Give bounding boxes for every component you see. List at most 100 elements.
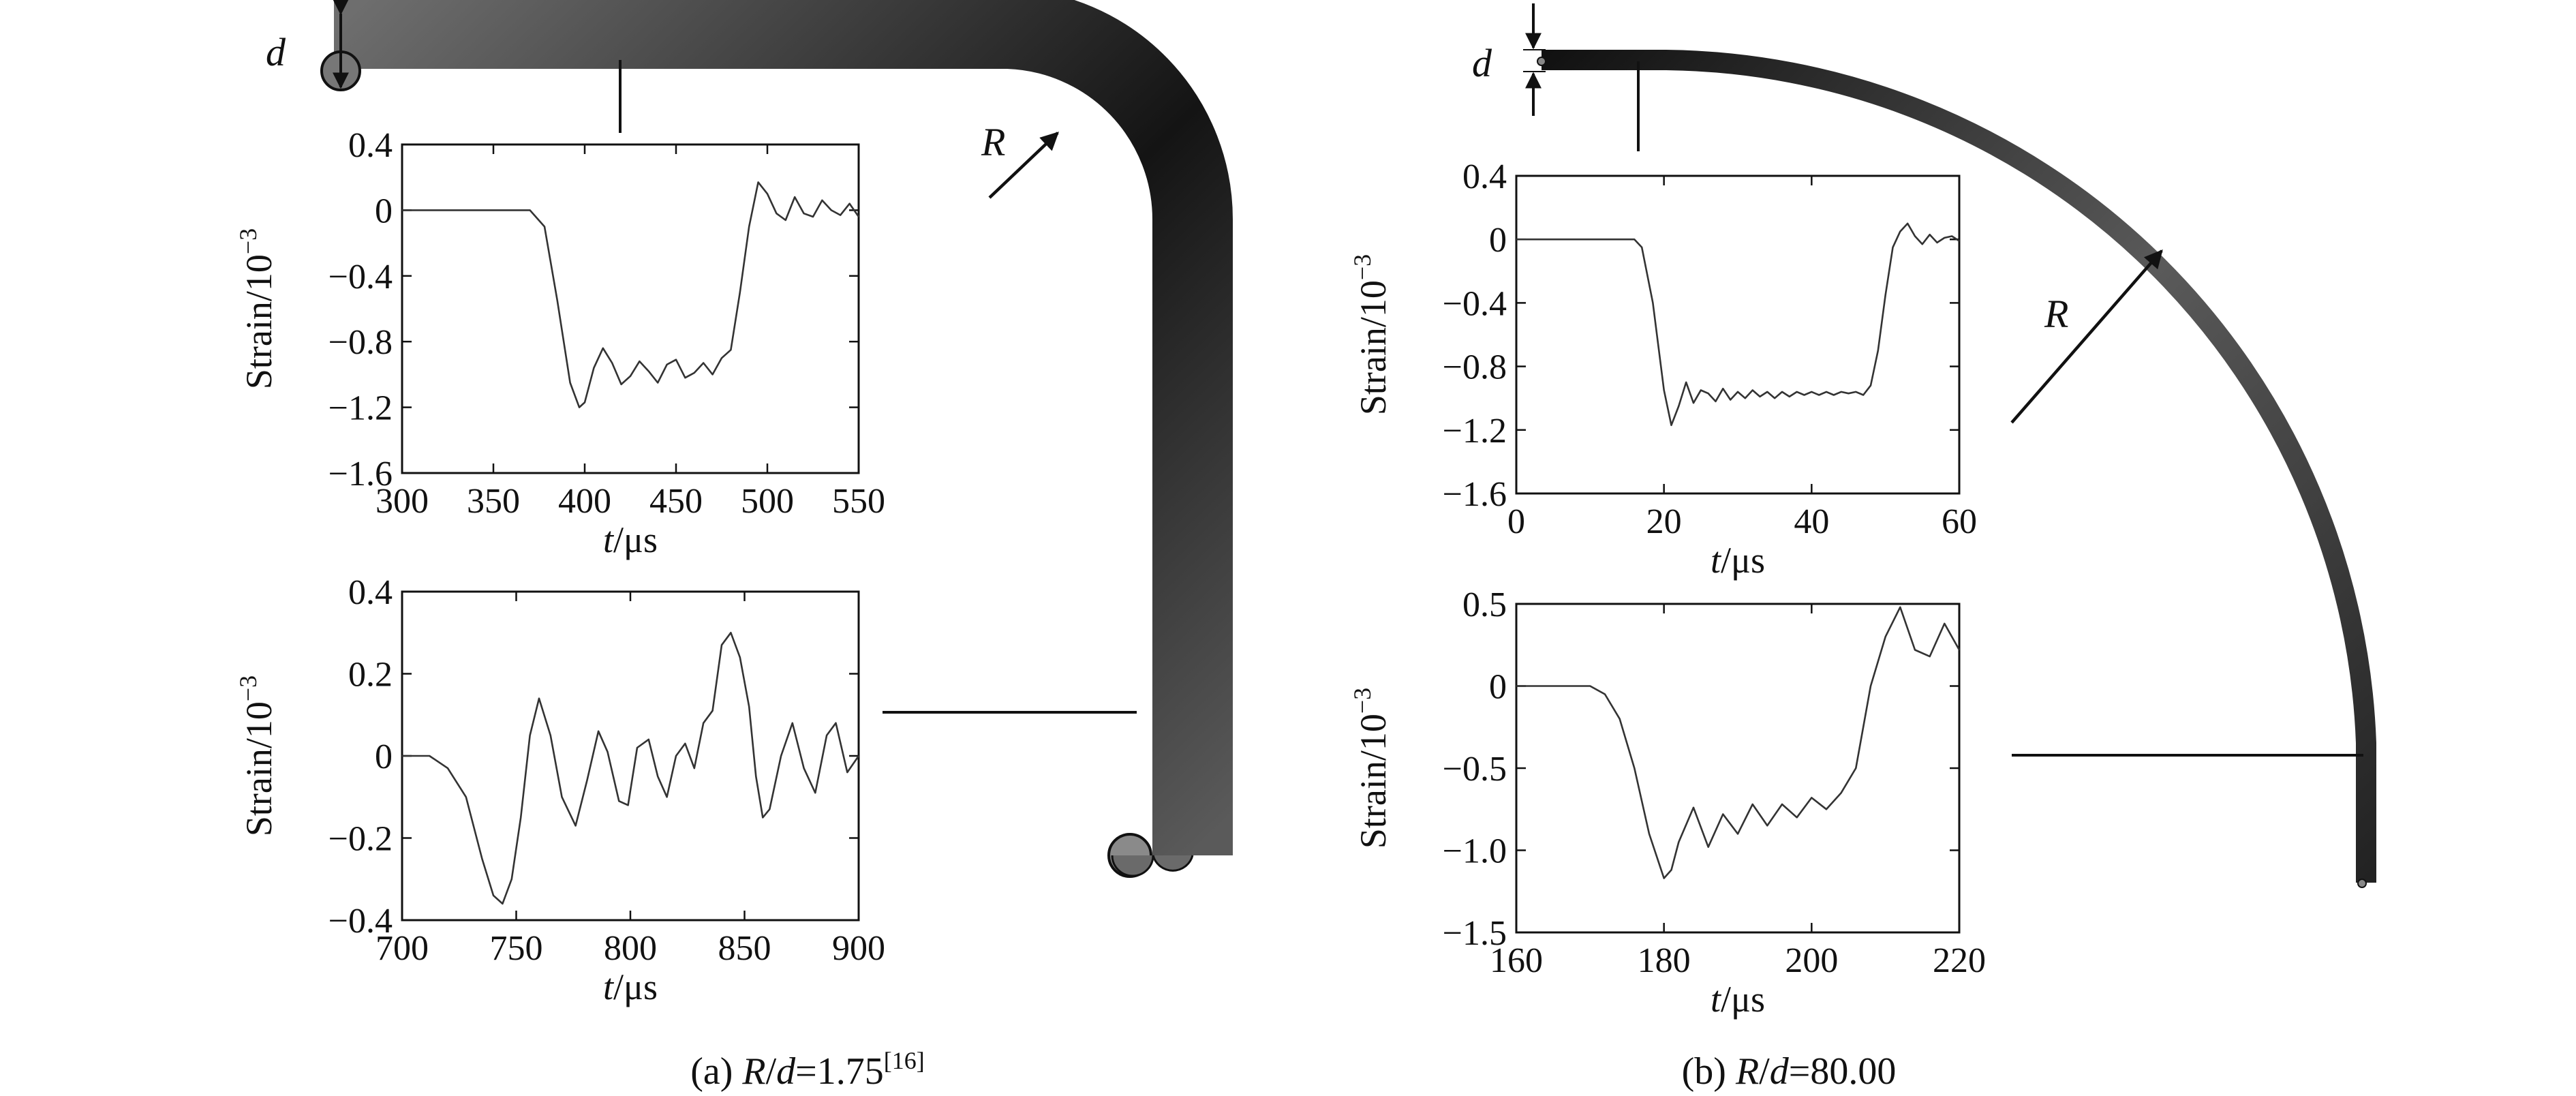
data-point [1929,234,1931,235]
y-tick-label: 0 [375,737,393,776]
x-tick-label: 220 [1933,941,1986,980]
y-tick-label: −0.2 [328,820,393,859]
data-point [666,364,668,365]
x-tick-label: 750 [490,929,543,968]
data-point [721,357,722,359]
data-point [712,710,714,712]
x-axis-label: t/μs [603,966,658,1007]
pipe-a: d R [266,0,1233,878]
y-tick-label: 0 [1489,668,1507,707]
data-point [1907,223,1908,224]
data-point [849,203,850,204]
y-tick-label: −1.0 [1443,832,1507,871]
y-axis-label-sup: −3 [1349,254,1376,280]
data-point [1781,391,1783,393]
data-point [792,722,793,724]
x-axis-label: t/μs [1711,540,1765,581]
data-point [1877,350,1879,351]
data-point [1766,391,1768,393]
data-point [607,751,609,752]
r-label-b: R [2044,292,2068,336]
d-label-a: d [266,30,286,74]
x-axis-label-var: t [603,519,615,560]
x-axis-label-var: t [1711,540,1722,581]
data-point [803,767,805,769]
data-point [544,226,545,228]
data-point [739,656,741,658]
data-point [1663,389,1665,391]
y-tick-label: 0 [1489,221,1507,260]
x-axis-label: t/μs [1711,979,1765,1020]
y-tick-label: 0.4 [348,126,393,165]
data-point [1619,718,1621,720]
x-tick-label: 160 [1490,941,1543,980]
plot-frame [1515,603,1961,934]
data-point [1944,237,1945,239]
x-axis-label-unit: /μs [613,966,658,1007]
data-point [575,825,577,826]
data-point [703,722,704,724]
data-point [835,722,837,724]
x-tick-label: 350 [467,482,520,521]
y-tick-label: −0.8 [1443,348,1507,387]
data-point [1796,817,1798,818]
data-point [1663,877,1665,879]
y-tick-label: 0.4 [1462,157,1507,196]
y-axis-label-text: Strain/10 [1353,280,1394,415]
x-tick-label: 0 [1507,502,1525,541]
data-point [675,359,677,361]
data-point [684,743,686,744]
r-arrow-b [2010,249,2163,424]
y-tick-label: 0 [375,192,393,230]
y-tick-label: −1.5 [1443,914,1507,953]
x-tick-label: 800 [604,929,657,968]
y-axis-label-text: Strain/10 [1353,714,1394,849]
data-point [1870,385,1871,386]
data-point [1811,391,1812,393]
y-axis-label: Strain/10−3 [1349,254,1394,415]
data-point [1899,231,1901,232]
data-point [1737,391,1738,393]
data-point [769,808,770,810]
data-point [1752,389,1753,391]
data-point [429,755,430,757]
y-tick-label: −0.4 [328,258,393,296]
data-point [401,209,403,211]
x-tick-label: 60 [1942,502,1977,541]
data-point [502,903,504,904]
data-point [675,755,677,757]
y-axis-label-sup: −3 [234,675,262,701]
plot-frame [1515,174,1961,495]
y-axis-label: Strain/10−3 [234,228,279,389]
data-point [447,767,448,769]
x-tick-label: 200 [1785,941,1838,980]
r-label-a: R [981,120,1005,164]
pipe-a-end-cap [1111,855,1194,877]
data-point [1811,797,1812,798]
y-axis-label-sup: −3 [234,228,262,254]
data-point [1700,389,1702,391]
strain-series-line [1516,606,1961,879]
x-tick-label: 700 [375,929,429,968]
chart-b-bottom: 160 180 200 220 0.5 0 −0.5 −1.0 −1.5 t/μs Strain/1… [1349,585,1986,1020]
chart-a-top: 300 350 400 450 500 550 0.4 0 −0.4 −0.8 −1.2 −1.6 t/… [234,126,885,560]
data-point [812,216,814,217]
plot-frame [401,590,860,922]
plot-frame [401,143,860,474]
pipe-b: d R [1472,3,2376,888]
x-tick-label: 300 [375,482,429,521]
x-axis-label: t/μs [603,519,658,560]
data-point [1847,393,1850,394]
x-tick-label: 20 [1646,502,1682,541]
y-tick-label: −1.2 [1443,412,1507,451]
pipe-b-end-circle-top [1537,57,1546,66]
y-tick-label: −0.5 [1443,750,1507,789]
y-axis-label-sup: −3 [1349,688,1376,714]
r-arrow-a [988,132,1059,199]
x-axis-label-unit: /μs [613,519,658,560]
data-point [639,361,641,362]
data-point [1730,399,1731,401]
x-tick-label: 180 [1638,941,1691,980]
data-point [748,226,750,228]
